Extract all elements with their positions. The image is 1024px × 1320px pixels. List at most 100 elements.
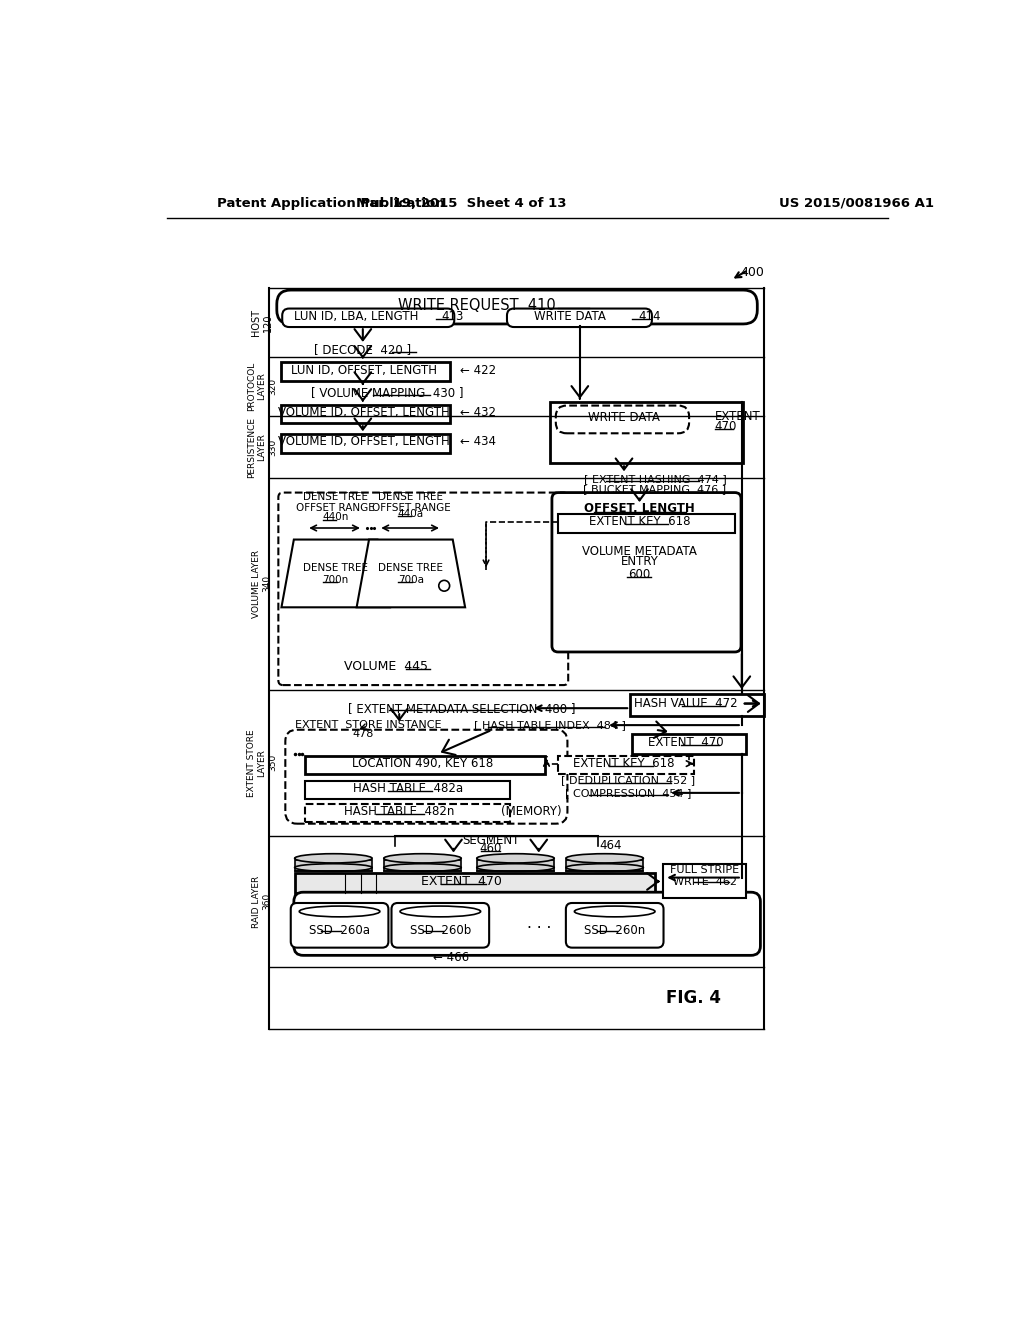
Text: [ COMPRESSION  454 ]: [ COMPRESSION 454 ]	[564, 788, 691, 797]
Polygon shape	[356, 540, 465, 607]
Bar	[305, 804, 510, 822]
Bar	[630, 694, 764, 715]
FancyBboxPatch shape	[276, 290, 758, 323]
Text: HASH TABLE  482a: HASH TABLE 482a	[353, 781, 464, 795]
Ellipse shape	[574, 906, 655, 917]
Text: SSD  260n: SSD 260n	[584, 924, 645, 937]
Text: ENTRY: ENTRY	[621, 556, 658, 569]
Text: DENSE TREE
OFFSET RANGE: DENSE TREE OFFSET RANGE	[296, 492, 375, 513]
Bar	[632, 734, 746, 755]
Text: SSD  260a: SSD 260a	[309, 924, 370, 937]
Text: DENSE TREE: DENSE TREE	[303, 564, 369, 573]
Text: Patent Application Publication: Patent Application Publication	[217, 197, 444, 210]
Text: . . .: . . .	[526, 916, 551, 932]
Bar	[384, 859, 461, 871]
Text: LUN ID, LBA, LENGTH: LUN ID, LBA, LENGTH	[295, 310, 419, 323]
Text: WRITE DATA: WRITE DATA	[534, 310, 605, 323]
Text: EXTENT KEY  618: EXTENT KEY 618	[589, 515, 690, 528]
Text: EXTENT  470: EXTENT 470	[421, 875, 502, 888]
Text: WRITE REQUEST  410: WRITE REQUEST 410	[398, 298, 556, 313]
Bar	[305, 756, 545, 775]
Text: 478: 478	[352, 730, 374, 739]
Text: (MEMORY): (MEMORY)	[501, 805, 561, 818]
Text: ← 422: ← 422	[460, 363, 496, 376]
Text: ← 434: ← 434	[460, 436, 496, 449]
Text: 700a: 700a	[398, 574, 424, 585]
Text: [ EXTENT METADATA SELECTION  480 ]: [ EXTENT METADATA SELECTION 480 ]	[347, 702, 575, 714]
Bar	[550, 401, 742, 463]
Text: VOLUME LAYER
340: VOLUME LAYER 340	[252, 549, 271, 618]
FancyBboxPatch shape	[391, 903, 489, 948]
Ellipse shape	[566, 854, 643, 863]
Text: OFFSET, LENGTH: OFFSET, LENGTH	[584, 502, 695, 515]
Text: [ HASH TABLE INDEX  484 ]: [ HASH TABLE INDEX 484 ]	[474, 721, 627, 730]
Text: ← 466: ← 466	[432, 952, 469, 964]
Text: [ BUCKET MAPPING  476 ]: [ BUCKET MAPPING 476 ]	[584, 484, 727, 495]
Ellipse shape	[477, 854, 554, 863]
Text: VOLUME ID, OFFSET, LENGTH: VOLUME ID, OFFSET, LENGTH	[279, 436, 451, 449]
Text: 470: 470	[715, 420, 737, 433]
Text: HASH TABLE  482n: HASH TABLE 482n	[344, 805, 455, 818]
Text: 440n: 440n	[323, 512, 349, 523]
Text: VOLUME ID, OFFSET, LENGTH: VOLUME ID, OFFSET, LENGTH	[279, 407, 451, 418]
Text: [ DECODE  420 ]: [ DECODE 420 ]	[314, 343, 412, 356]
Text: PERSISTENCE
LAYER
330: PERSISTENCE LAYER 330	[247, 417, 276, 478]
Text: Mar. 19, 2015  Sheet 4 of 13: Mar. 19, 2015 Sheet 4 of 13	[356, 197, 566, 210]
Polygon shape	[282, 540, 390, 607]
Text: 440a: 440a	[397, 510, 424, 519]
Text: SSD  260b: SSD 260b	[410, 924, 471, 937]
Text: 460: 460	[479, 842, 502, 855]
Text: 414: 414	[638, 310, 660, 323]
Text: [ DEDUPLICATION  452 ]: [ DEDUPLICATION 452 ]	[561, 776, 695, 785]
Text: EXTENT STORE
LAYER
350: EXTENT STORE LAYER 350	[247, 729, 276, 797]
FancyBboxPatch shape	[566, 903, 664, 948]
FancyBboxPatch shape	[507, 309, 652, 327]
Text: FIG. 4: FIG. 4	[667, 989, 721, 1007]
FancyBboxPatch shape	[556, 405, 689, 433]
Text: 464: 464	[599, 838, 622, 851]
Text: WRITE DATA: WRITE DATA	[588, 412, 659, 425]
Bar	[282, 405, 451, 424]
FancyBboxPatch shape	[286, 730, 567, 824]
Ellipse shape	[400, 906, 480, 917]
Text: [ VOLUME MAPPING  430 ]: [ VOLUME MAPPING 430 ]	[311, 385, 464, 399]
Text: LOCATION 490, KEY 618: LOCATION 490, KEY 618	[352, 758, 494, 770]
Text: 600: 600	[629, 568, 650, 581]
Ellipse shape	[299, 906, 380, 917]
Text: 400: 400	[740, 265, 764, 279]
Text: SEGMENT: SEGMENT	[462, 834, 519, 847]
Text: FULL STRIPE
WRITE  462: FULL STRIPE WRITE 462	[670, 865, 739, 887]
Bar	[566, 859, 643, 871]
Ellipse shape	[295, 854, 372, 863]
Text: HASH VALUE  472: HASH VALUE 472	[634, 697, 738, 710]
Text: VOLUME METADATA: VOLUME METADATA	[582, 545, 697, 557]
Text: US 2015/0081966 A1: US 2015/0081966 A1	[779, 197, 934, 210]
FancyBboxPatch shape	[283, 309, 455, 327]
Text: RAID LAYER
360: RAID LAYER 360	[252, 875, 271, 928]
FancyBboxPatch shape	[294, 892, 761, 956]
Bar	[558, 756, 693, 775]
Text: EXTENT  470: EXTENT 470	[648, 737, 724, 750]
Text: LUN ID, OFFSET, LENGTH: LUN ID, OFFSET, LENGTH	[292, 363, 437, 376]
Text: DENSE TREE
OFFSET RANGE: DENSE TREE OFFSET RANGE	[372, 492, 451, 513]
Bar	[305, 780, 510, 799]
Bar	[282, 434, 451, 453]
Text: 413: 413	[442, 310, 464, 323]
Text: [ EXTENT HASHING  474 ]: [ EXTENT HASHING 474 ]	[584, 474, 726, 483]
Bar	[558, 515, 735, 533]
FancyBboxPatch shape	[552, 492, 741, 652]
Bar	[295, 873, 655, 892]
FancyBboxPatch shape	[279, 492, 568, 685]
Text: PROTOCOL
LAYER
320: PROTOCOL LAYER 320	[247, 362, 276, 411]
Text: EXTENT  STORE INSTANCE: EXTENT STORE INSTANCE	[295, 721, 441, 730]
Ellipse shape	[384, 854, 461, 863]
Bar	[477, 859, 554, 871]
Text: ← 432: ← 432	[460, 407, 496, 418]
Bar	[663, 863, 746, 898]
Text: EXTENT: EXTENT	[715, 409, 761, 422]
Text: HOST
120: HOST 120	[251, 309, 272, 335]
Text: VOLUME  445: VOLUME 445	[344, 660, 428, 673]
Text: DENSE TREE: DENSE TREE	[379, 564, 443, 573]
Text: 700n: 700n	[323, 574, 349, 585]
Bar	[282, 363, 451, 381]
